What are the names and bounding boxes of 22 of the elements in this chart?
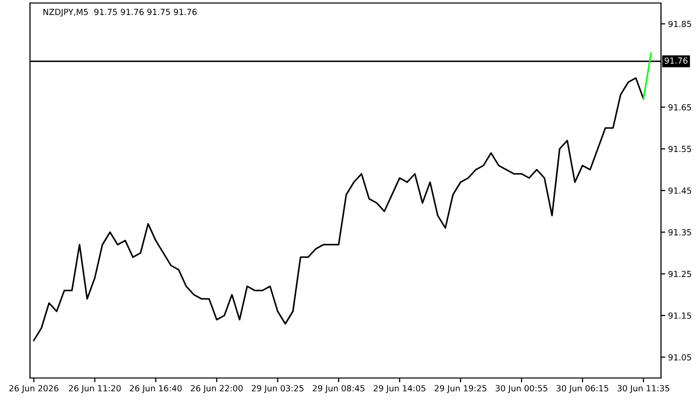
y-tick-label: 91.25 [668,270,692,278]
x-tick-label: 26 Jun 2026 [9,385,58,393]
line-series [33,77,644,342]
x-tick-label: 26 Jun 16:40 [130,385,182,393]
x-tick-label: 29 Jun 08:45 [312,385,364,393]
y-tick-label: 91.05 [668,354,692,360]
x-tick-label: 30 Jun 06:15 [556,385,608,393]
ref-line-label: 91.76 [664,57,688,64]
y-tick-label: 91.45 [668,187,692,194]
x-tick-label: 30 Jun 11:35 [618,385,670,393]
x-tick-label: 26 Jun 11:20 [68,385,121,393]
y-tick-label: 91.65 [668,104,692,110]
y-tick-label: 91.55 [668,146,692,152]
x-tick-label: 29 Jun 19:25 [434,385,486,393]
x-tick-label: 26 Jun 22:00 [190,385,243,393]
x-tick-label: 29 Jun 03:25 [252,385,304,393]
x-tick-label: 30 Jun 00:55 [496,385,548,393]
x-tick-label: 29 Jun 14:05 [374,385,426,393]
y-tick-label: 91.35 [668,229,692,236]
y-tick-label: 91.85 [668,20,692,28]
y-tick-label: 91.15 [668,312,692,319]
text: NZDJPY,M5 91.75 91.76 91.75 91.76 [43,8,197,17]
